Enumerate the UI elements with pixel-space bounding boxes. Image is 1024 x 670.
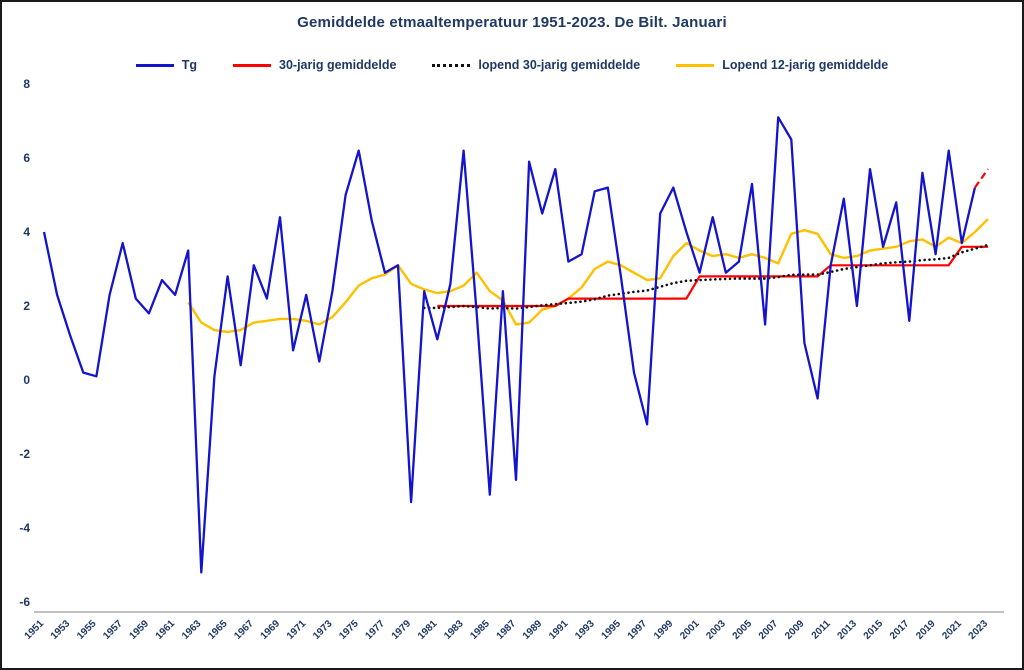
x-axis-tick-label: 1981 xyxy=(416,618,440,642)
series-line-tg xyxy=(42,116,977,574)
y-axis-tick-label: 0 xyxy=(23,373,30,387)
x-axis-tick-label: 2023 xyxy=(967,618,991,642)
series-line-tg-2023-voorlopig xyxy=(974,168,989,189)
x-axis-tick-label: 2003 xyxy=(704,618,728,642)
x-axis-tick-label: 2009 xyxy=(783,618,807,642)
y-axis-tick-label: -6 xyxy=(19,595,30,609)
y-axis-tick-label: 2 xyxy=(23,299,30,313)
x-axis-tick-label: 1971 xyxy=(285,618,309,642)
x-axis-tick-label: 1953 xyxy=(49,618,73,642)
x-axis-tick-label: 2017 xyxy=(888,618,912,642)
x-axis-tick-label: 1955 xyxy=(75,618,99,642)
x-axis-tick-label: 2015 xyxy=(862,618,886,642)
series-line-12yr-running xyxy=(187,218,989,334)
x-axis-tick-label: 1989 xyxy=(521,618,545,642)
tg-line-swatch xyxy=(135,63,174,67)
legend-label-30yr-normal: 30-jarig gemiddelde xyxy=(279,58,397,72)
x-axis-tick-label: 1997 xyxy=(626,618,650,642)
x-axis-tick-label: 1977 xyxy=(363,618,387,642)
x-axis-tick-label: 1957 xyxy=(101,618,125,642)
x-axis-tick-label: 1985 xyxy=(468,618,492,642)
x-axis-tick-label: 1965 xyxy=(206,618,230,642)
x-axis-tick-label: 1979 xyxy=(390,618,414,642)
x-axis-tick-label: 2011 xyxy=(810,618,833,641)
series-line-30yr-normal xyxy=(437,245,988,308)
x-axis-tick-label: 1973 xyxy=(311,618,335,642)
x-axis-tick-label: 2021 xyxy=(940,618,964,642)
x-axis-tick-label: 1987 xyxy=(495,618,519,642)
x-axis-tick-label: 1999 xyxy=(652,618,676,642)
legend-label-tg: Tg xyxy=(181,58,198,72)
y-axis-tick-label: 6 xyxy=(23,151,30,165)
x-axis-tick-label: 1961 xyxy=(154,618,178,642)
x-axis-tick-label: 1983 xyxy=(442,618,466,642)
x-axis-tick-label: 1963 xyxy=(180,618,204,642)
x-axis-tick-label: 1959 xyxy=(127,618,151,642)
legend-item-tg: Tg xyxy=(135,58,198,72)
x-axis-tick-label: 1993 xyxy=(573,618,597,642)
x-axis-tick-label: 1991 xyxy=(547,618,571,642)
x-axis-tick-label: 1951 xyxy=(23,618,47,642)
y-axis-tick-label: -2 xyxy=(19,447,30,461)
legend-item-30yr-normal: 30-jarig gemiddelde xyxy=(233,58,396,72)
x-axis-tick-label: 2001 xyxy=(678,618,702,642)
legend-item-12yr-running: Lopend 12-jarig gemiddelde xyxy=(676,58,888,72)
chart-title: Gemiddelde etmaaltemperatuur 1951-2023. … xyxy=(297,14,727,31)
y-axis-tick-label: -4 xyxy=(19,521,30,535)
legend-label-30yr-running: lopend 30-jarig gemiddelde xyxy=(478,58,641,72)
x-axis-tick-label: 1969 xyxy=(259,618,283,642)
chart-legend: Tg 30-jarig gemiddelde lopend 30-jarig g… xyxy=(2,58,1022,72)
y-axis-tick-label: 8 xyxy=(23,77,30,91)
x-axis-tick-label: 2013 xyxy=(835,618,859,642)
legend-item-30yr-running: lopend 30-jarig gemiddelde xyxy=(432,58,640,72)
x-axis-tick-label: 2007 xyxy=(757,618,781,642)
x-axis-tick-label: 2019 xyxy=(914,618,938,642)
normal-30yr-line-swatch xyxy=(233,63,272,67)
series-line-30yr-running xyxy=(422,243,990,310)
x-axis-tick-label: 1967 xyxy=(232,618,256,642)
running-30yr-dotted-swatch xyxy=(432,63,471,67)
legend-label-12yr-running: Lopend 12-jarig gemiddelde xyxy=(722,58,889,72)
running-12yr-line-swatch xyxy=(676,63,715,67)
x-axis-tick-label: 2005 xyxy=(731,618,755,642)
y-axis-tick-label: 4 xyxy=(23,225,30,239)
x-axis-tick-label: 1975 xyxy=(337,618,361,642)
x-axis-tick-label: 1995 xyxy=(599,618,623,642)
